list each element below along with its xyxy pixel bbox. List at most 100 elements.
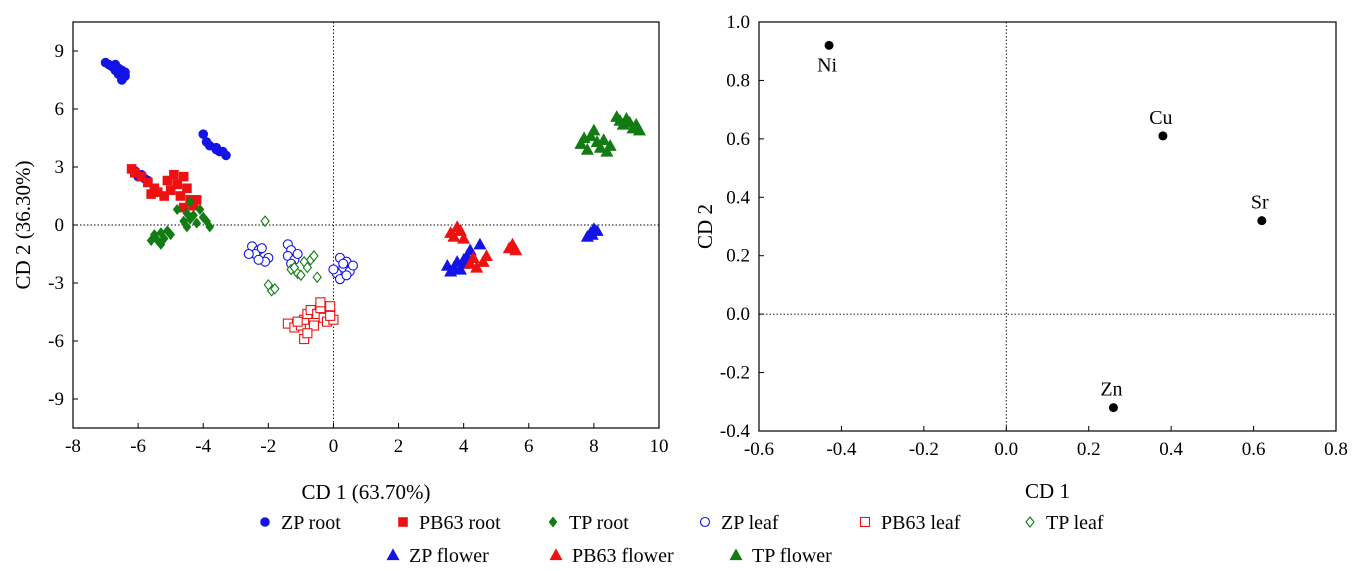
x-tick-label: 0.8 bbox=[1324, 439, 1348, 460]
data-point-zp-leaf bbox=[292, 248, 303, 260]
x-tick-label: -0.4 bbox=[826, 439, 857, 460]
data-point-zp-flower bbox=[473, 237, 487, 250]
legend-marker-pb63-flower bbox=[549, 548, 563, 561]
x-tick-label: -0.2 bbox=[909, 439, 939, 460]
data-point-tp-flower bbox=[580, 142, 594, 155]
series-tp-flower bbox=[574, 110, 646, 157]
legend-marker-tp-flower bbox=[729, 548, 743, 561]
data-point-zp-leaf bbox=[341, 270, 352, 281]
data-point-tp-leaf bbox=[312, 271, 322, 284]
y-tick-label: 0.8 bbox=[726, 70, 750, 91]
data-point-pb63-leaf bbox=[325, 310, 336, 321]
legend: ZP root PB63 root TP root ZP leaf PB63 leaf T… bbox=[260, 512, 1104, 567]
data-point-tp-root bbox=[166, 229, 176, 241]
data-point-pb63-flower bbox=[466, 251, 480, 263]
legend-label: ZP flower bbox=[409, 545, 489, 567]
data-point-pb63-flower bbox=[463, 257, 477, 269]
data-point-tp-leaf bbox=[263, 279, 274, 291]
legend-marker-tp-leaf bbox=[1025, 516, 1035, 528]
series-zp-root bbox=[100, 57, 231, 186]
x-tick-label: -0.6 bbox=[744, 439, 774, 460]
x-tick-label: 4 bbox=[459, 436, 469, 457]
plot-frame bbox=[758, 21, 1337, 432]
x-tick-label: -2 bbox=[260, 436, 276, 457]
x-tick-label: -4 bbox=[195, 436, 211, 457]
data-point-tp-root bbox=[182, 221, 192, 233]
data-point-tp-flower bbox=[600, 144, 614, 157]
data-point-zp-leaf bbox=[338, 258, 349, 269]
x-tick-label: 6 bbox=[524, 436, 534, 457]
data-point-pb63-root bbox=[136, 171, 147, 182]
y-tick-label: 0.6 bbox=[726, 129, 750, 150]
legend-label: TP flower bbox=[752, 545, 832, 567]
y-tick-label: -0.2 bbox=[720, 363, 750, 384]
data-point-pb63-leaf bbox=[308, 320, 319, 331]
loading-point-zn bbox=[1108, 403, 1118, 413]
data-point-tp-root bbox=[146, 234, 156, 246]
legend-marker-zp-flower bbox=[386, 548, 400, 561]
legend-marker-zp-root bbox=[260, 517, 270, 527]
data-point-pb63-flower bbox=[457, 231, 471, 244]
y-tick-label: 0.4 bbox=[726, 187, 750, 208]
data-point-tp-root bbox=[185, 213, 195, 225]
x-tick-label: -6 bbox=[130, 436, 146, 457]
y-tick-label: 0 bbox=[55, 215, 65, 236]
data-point-tp-flower bbox=[597, 133, 611, 146]
x-tick-label: 10 bbox=[650, 436, 669, 457]
legend-item-zp-flower: ZP flower bbox=[386, 545, 489, 567]
data-point-pb63-leaf bbox=[315, 297, 326, 308]
y-tick-label: -3 bbox=[48, 273, 64, 294]
x-tick-label: 2 bbox=[394, 436, 404, 457]
data-point-pb63-root bbox=[172, 179, 182, 190]
data-point-tp-leaf bbox=[289, 261, 300, 274]
y-tick-label: 3 bbox=[55, 157, 65, 178]
legend-item-tp-leaf: TP leaf bbox=[1025, 512, 1104, 534]
data-point-tp-leaf bbox=[260, 215, 270, 228]
legend-marker-pb63-root bbox=[398, 517, 408, 527]
loading-label-ni: Ni bbox=[817, 54, 837, 76]
y-tick-label: 0.0 bbox=[726, 304, 750, 325]
y-tick-label: 6 bbox=[55, 99, 65, 120]
legend-label: PB63 flower bbox=[572, 545, 674, 567]
data-point-tp-flower bbox=[603, 139, 617, 151]
loading-point-cu bbox=[1158, 131, 1168, 141]
legend-item-pb63-flower: PB63 flower bbox=[549, 545, 674, 567]
loading-point-ni bbox=[824, 40, 834, 50]
data-point-tp-root bbox=[185, 196, 195, 208]
data-point-tp-root bbox=[192, 217, 202, 229]
data-point-pb63-leaf bbox=[292, 316, 303, 327]
data-point-zp-flower bbox=[453, 262, 467, 275]
x-tick-label: 0.0 bbox=[994, 439, 1018, 460]
loading-point-sr bbox=[1257, 216, 1267, 226]
legend-label: TP root bbox=[569, 512, 629, 534]
legend-item-zp-root: ZP root bbox=[260, 512, 341, 534]
data-point-pb63-root bbox=[182, 183, 192, 194]
legend-label: ZP leaf bbox=[721, 512, 779, 534]
legend-label: TP leaf bbox=[1046, 512, 1104, 534]
x-tick-label: 0.6 bbox=[1242, 439, 1266, 460]
y-tick-label: 1.0 bbox=[726, 12, 750, 33]
loading-label-cu: Cu bbox=[1149, 107, 1172, 129]
data-point-pb63-flower bbox=[479, 249, 493, 262]
data-point-zp-leaf bbox=[328, 264, 339, 275]
legend-label: ZP root bbox=[281, 512, 341, 534]
data-point-tp-flower bbox=[587, 123, 601, 136]
data-point-tp-flower bbox=[584, 129, 598, 142]
x-axis-label: CD 1 bbox=[1025, 479, 1070, 503]
data-point-pb63-leaf bbox=[325, 301, 336, 312]
legend-marker-pb63-leaf bbox=[859, 516, 871, 528]
data-point-pb63-flower bbox=[476, 255, 490, 267]
data-point-pb63-root bbox=[169, 169, 179, 180]
legend-marker-zp-leaf bbox=[699, 516, 711, 528]
data-point-zp-root bbox=[110, 65, 121, 76]
series-zp-leaf bbox=[243, 239, 359, 285]
data-point-pb63-root bbox=[159, 191, 169, 201]
data-point-tp-root bbox=[156, 227, 166, 239]
data-point-pb63-leaf bbox=[302, 328, 313, 339]
series-pb63-root bbox=[126, 164, 202, 213]
left-scatter-panel: -8 -6 -4 -2 0 2 4 6 8 10 9 6 3 0 -3 -6 -9 CD 1 (63.70%) CD… bbox=[11, 21, 669, 504]
data-point-tp-flower bbox=[593, 141, 607, 153]
legend-item-zp-leaf: ZP leaf bbox=[699, 512, 779, 534]
series-tp-leaf bbox=[260, 215, 322, 297]
